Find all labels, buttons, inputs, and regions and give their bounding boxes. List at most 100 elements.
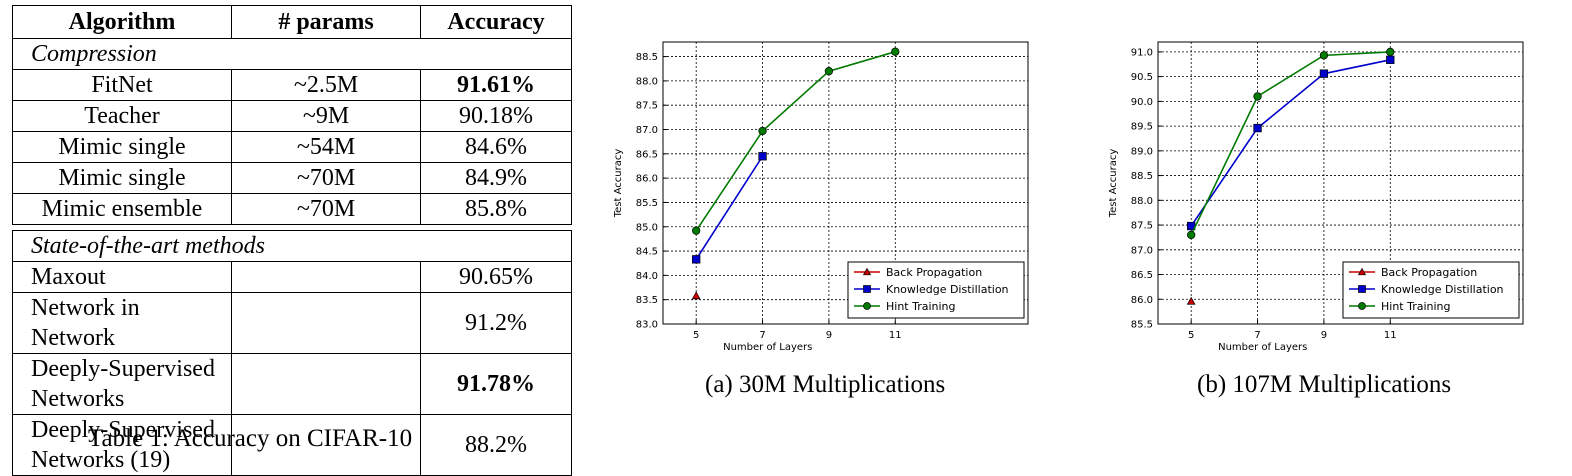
plot-frame xyxy=(662,41,1029,325)
y-tick-label: 86.5 xyxy=(1131,270,1153,281)
data-point xyxy=(1319,69,1329,78)
table-header-row: Algorithm # params Accuracy xyxy=(12,5,572,39)
y-tick-label: 84.0 xyxy=(636,271,658,282)
table-row: Teacher ~9M 90.18% xyxy=(12,100,572,132)
x-tick-label: 7 xyxy=(759,330,765,341)
y-tick-label: 87.0 xyxy=(1131,245,1153,256)
y-tick-label: 86.5 xyxy=(636,149,658,160)
data-point xyxy=(1253,92,1262,101)
legend-label: Hint Training xyxy=(886,300,956,313)
x-axis-label: Number of Layers xyxy=(1218,342,1307,353)
plot-frame xyxy=(1157,41,1524,325)
header-algorithm: Algorithm xyxy=(12,5,232,39)
y-tick-label: 84.5 xyxy=(636,247,658,258)
y-tick-label: 88.5 xyxy=(1131,171,1153,182)
cell-params: ~70M xyxy=(231,193,421,225)
x-tick-label: 9 xyxy=(826,330,832,341)
x-tick-label: 7 xyxy=(1254,330,1260,341)
table-row: Network in Network 91.2% xyxy=(12,292,572,354)
y-tick-label: 87.5 xyxy=(1131,221,1153,232)
cell-algorithm: Deeply-Supervised Networks xyxy=(12,353,232,415)
chart-caption-b: (b) 107M Multiplications xyxy=(1197,371,1452,398)
section-title: Compression xyxy=(12,38,572,70)
cell-params: ~54M xyxy=(231,131,421,163)
cell-params xyxy=(231,292,421,354)
section-header-row: Compression xyxy=(12,38,572,70)
header-params: # params xyxy=(231,5,421,39)
y-axis-label: Test Accuracy xyxy=(1108,149,1119,219)
y-tick-label: 88.5 xyxy=(636,52,658,63)
cell-accuracy: 90.65% xyxy=(420,261,572,293)
y-tick-label: 87.5 xyxy=(636,101,658,112)
legend-marker xyxy=(1358,285,1366,293)
cell-accuracy: 85.8% xyxy=(420,193,572,225)
series-line xyxy=(695,50,896,232)
table-row: Mimic ensemble ~70M 85.8% xyxy=(12,193,572,225)
cell-algorithm: Mimic ensemble xyxy=(12,193,232,225)
section-header-row: State-of-the-art methods xyxy=(12,230,572,262)
table-caption: Table 1: Accuracy on CIFAR-10 xyxy=(88,425,413,452)
data-point xyxy=(692,255,701,264)
y-tick-label: 88.0 xyxy=(636,76,658,87)
cell-accuracy: 84.9% xyxy=(420,162,572,194)
legend-label: Knowledge Distillation xyxy=(886,283,1009,296)
y-tick-label: 83.0 xyxy=(636,320,658,331)
x-tick-label: 9 xyxy=(1321,330,1327,341)
data-point xyxy=(1253,123,1262,133)
table-row: Maxout 90.65% xyxy=(12,261,572,293)
cell-params xyxy=(231,353,421,415)
x-tick-label: 11 xyxy=(1384,330,1397,341)
legend-label: Back Propagation xyxy=(886,266,982,279)
y-axis-label: Test Accuracy xyxy=(613,149,624,219)
cell-params: ~70M xyxy=(231,162,421,194)
data-point xyxy=(824,67,834,76)
table-row: Deeply-Supervised Networks 91.78% xyxy=(12,353,572,415)
legend-marker xyxy=(863,302,871,310)
data-point xyxy=(758,126,767,136)
data-point xyxy=(691,291,701,300)
cell-params xyxy=(231,261,421,293)
cell-algorithm: Mimic single xyxy=(12,131,232,163)
cell-algorithm: Teacher xyxy=(12,100,232,132)
cell-algorithm: FitNet xyxy=(12,69,232,101)
table-body: Compression FitNet ~2.5M 91.61% Teacher ~9M 90… xyxy=(12,38,572,476)
results-table-container: Algorithm # params Accuracy Compression F… xyxy=(12,5,572,476)
series-hint-training xyxy=(1187,47,1395,240)
legend: Back Propagation Knowledge Distillation Hi… xyxy=(847,261,1025,319)
cell-accuracy: 90.18% xyxy=(420,100,572,132)
y-tick-label: 91.0 xyxy=(1131,47,1153,58)
y-tick-label: 89.5 xyxy=(1131,122,1153,133)
series-back-propagation xyxy=(1186,296,1196,305)
table-row: Mimic single ~54M 84.6% xyxy=(12,131,572,163)
series-back-propagation xyxy=(691,291,701,300)
header-accuracy: Accuracy xyxy=(420,5,572,39)
y-tick-label: 86.0 xyxy=(1131,295,1153,306)
y-tick-label: 89.0 xyxy=(1131,146,1153,157)
legend-label: Knowledge Distillation xyxy=(1381,283,1504,296)
series-line xyxy=(695,155,764,260)
data-point xyxy=(1319,51,1329,60)
x-tick-label: 5 xyxy=(693,330,699,341)
data-point xyxy=(1186,296,1196,305)
cell-params: ~9M xyxy=(231,100,421,132)
cell-algorithm: Deeply-Supervised Networks (19) xyxy=(12,414,232,476)
cell-accuracy: 91.78% xyxy=(420,353,572,415)
y-tick-label: 86.0 xyxy=(636,174,658,185)
cell-algorithm: Mimic single xyxy=(12,162,232,194)
x-tick-label: 11 xyxy=(889,330,902,341)
series-hint-training xyxy=(692,47,900,235)
legend-label: Back Propagation xyxy=(1381,266,1477,279)
y-tick-label: 85.5 xyxy=(1131,320,1153,331)
legend-marker xyxy=(1358,302,1366,310)
data-point xyxy=(891,47,900,56)
chart-107m-multiplications: 5 7 9 11 85.5 86.0 86.5 87.0 87.5 88.0 88.5 89.0 89.… xyxy=(1108,41,1524,353)
legend-marker xyxy=(1357,267,1367,276)
legend-label: Hint Training xyxy=(1381,300,1451,313)
cell-accuracy: 88.2% xyxy=(420,414,572,476)
cell-params: ~2.5M xyxy=(231,69,421,101)
x-tick-label: 5 xyxy=(1188,330,1194,341)
legend-marker xyxy=(862,267,872,276)
y-tick-label: 83.5 xyxy=(636,295,658,306)
legend: Back Propagation Knowledge Distillation Hi… xyxy=(1342,261,1520,319)
table-row: Mimic single ~70M 84.9% xyxy=(12,162,572,194)
